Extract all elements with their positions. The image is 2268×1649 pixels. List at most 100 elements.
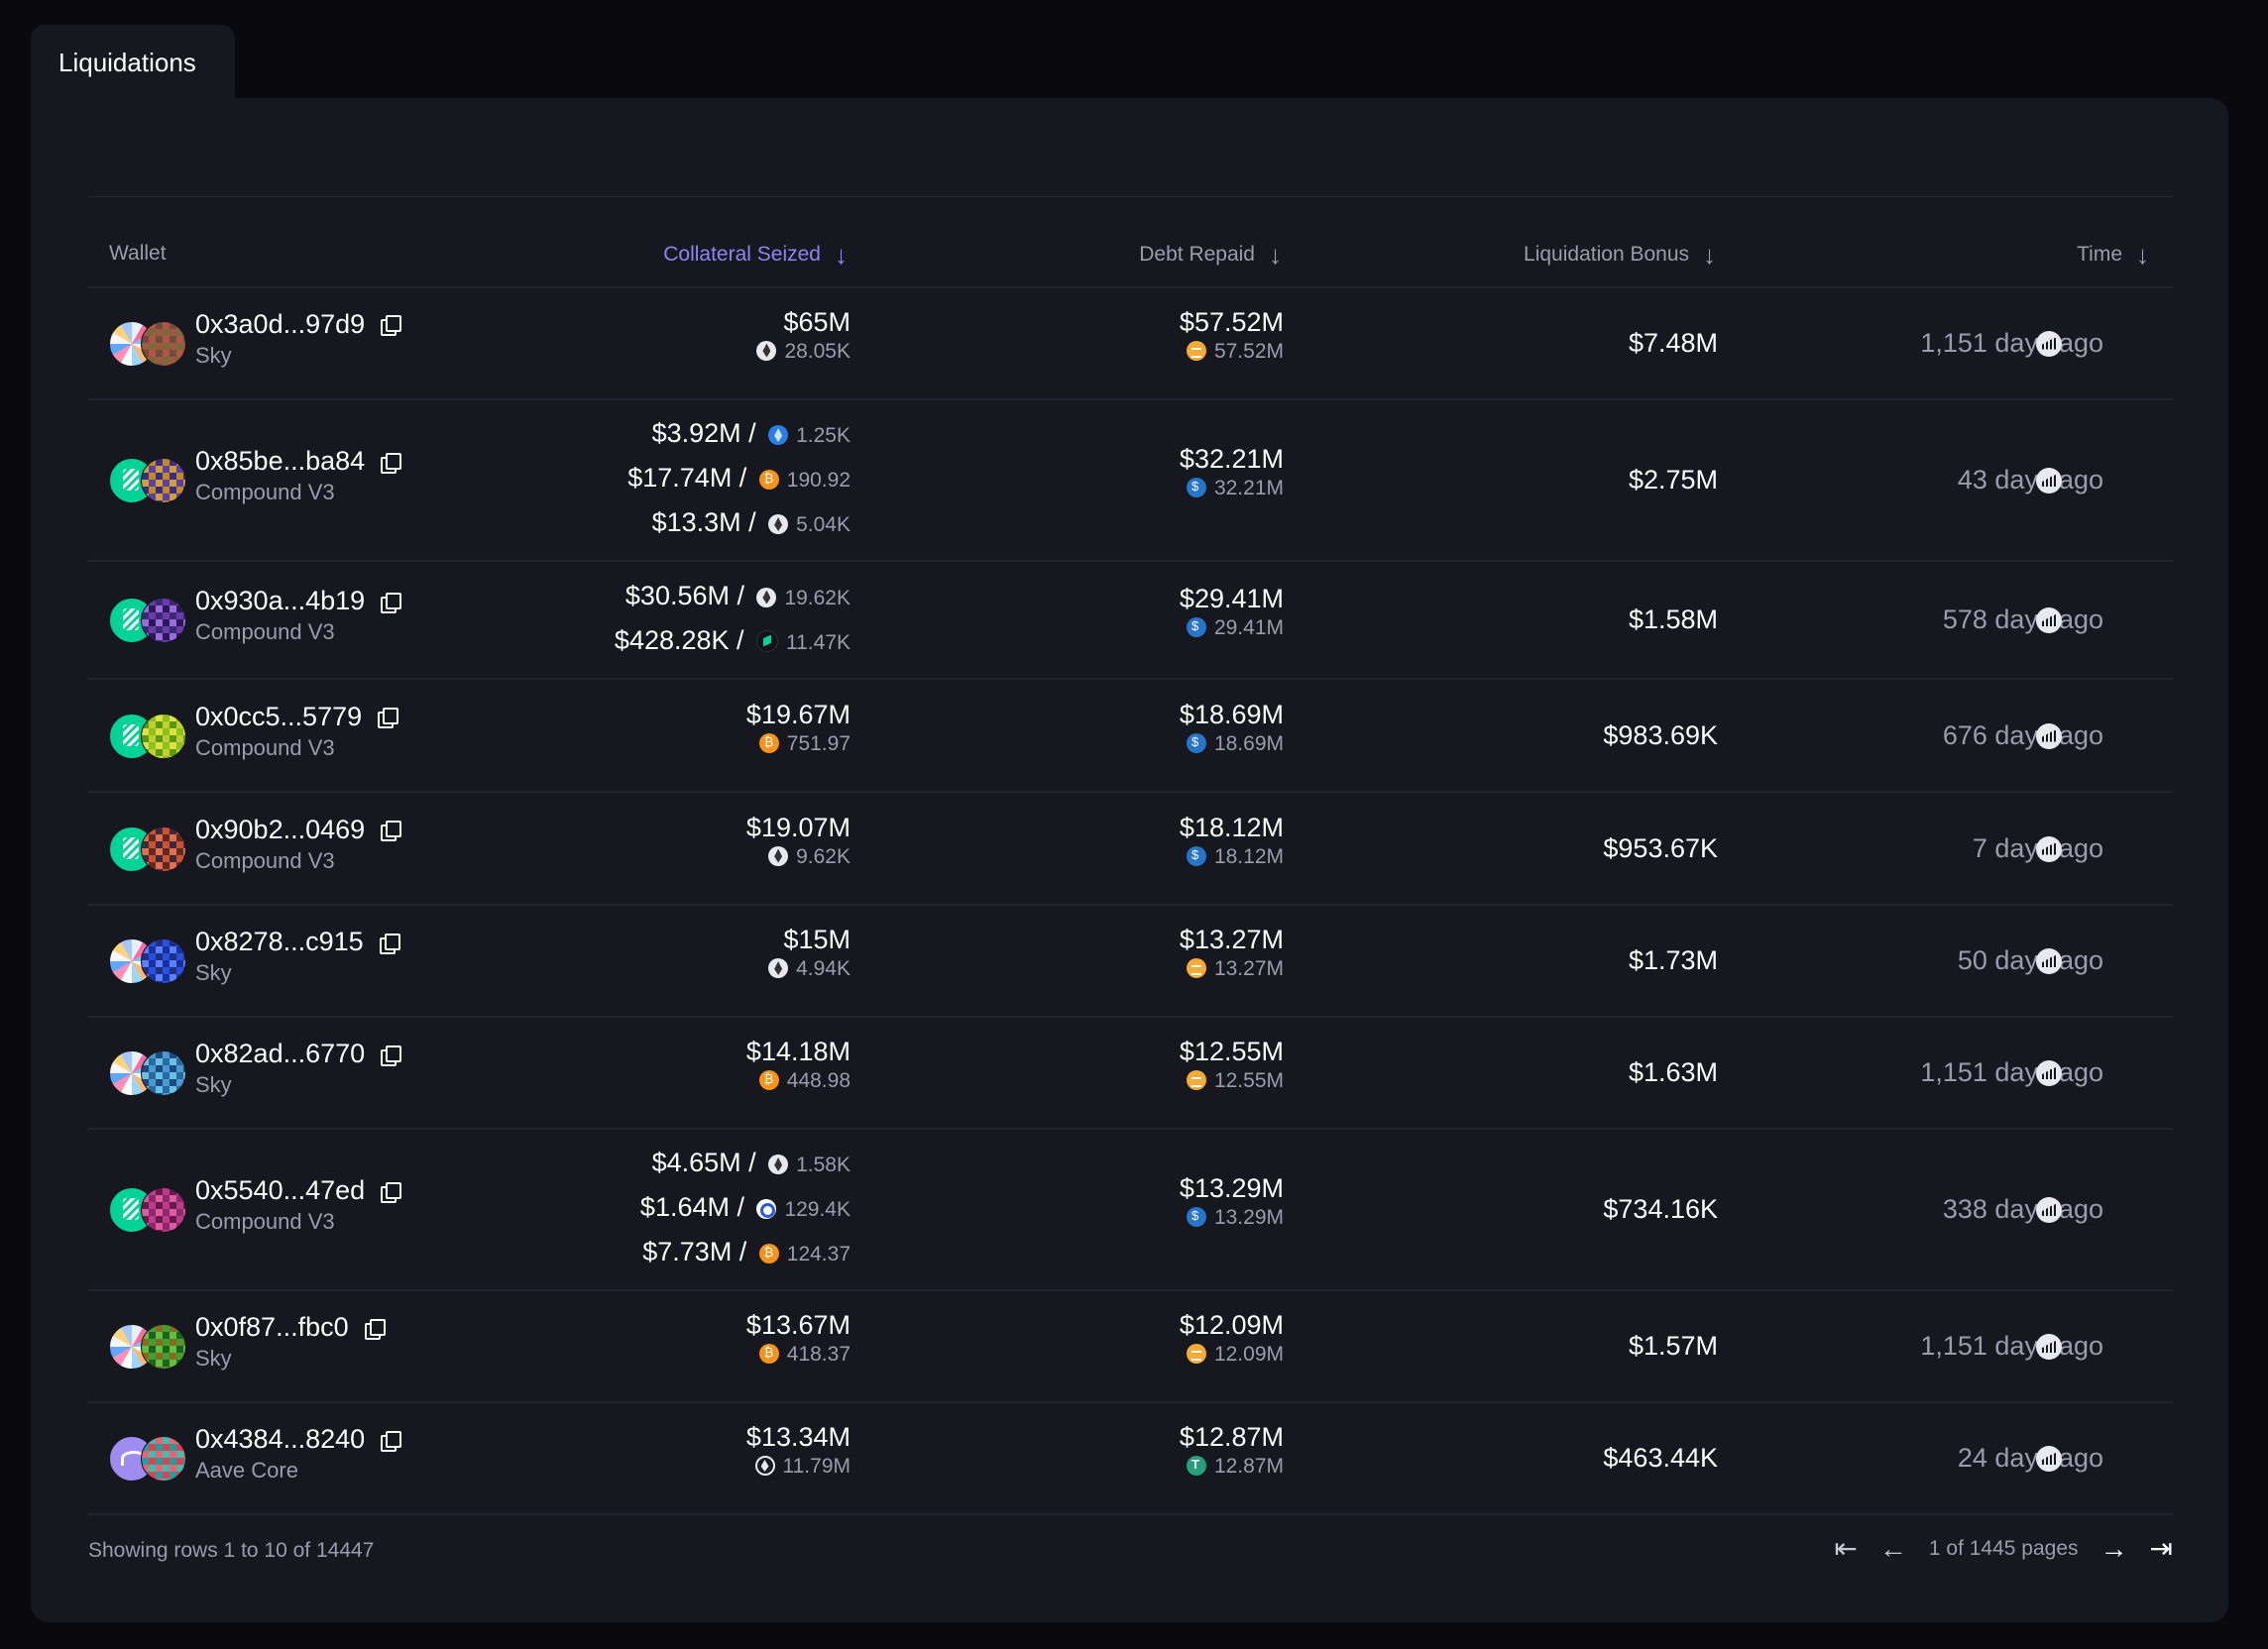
eth-icon	[768, 845, 789, 866]
table-row[interactable]	[88, 400, 2173, 561]
wallet-address[interactable]: 0x930a...4b19	[195, 586, 402, 616]
collateral-usd: $19.07M	[745, 812, 850, 842]
wallet-address[interactable]: 0x0f87...fbc0	[195, 1312, 386, 1343]
collateral-line: $13.3M / 5.04K	[652, 507, 850, 538]
header-collateral-seized[interactable]: Collateral Seized ↓	[663, 240, 848, 270]
explorer-link-icon[interactable]	[2036, 1197, 2062, 1223]
next-page-icon[interactable]: →	[2099, 1533, 2128, 1564]
wallet-address[interactable]: 0x82ad...6770	[195, 1039, 402, 1069]
copy-icon[interactable]	[378, 708, 399, 728]
liquidation-bonus: $1.57M	[1628, 1331, 1718, 1361]
wallet-avatars	[109, 320, 188, 367]
explorer-link-icon[interactable]	[2036, 948, 2062, 974]
table-row[interactable]	[88, 1291, 2173, 1402]
time-ago: 1,151 days ago	[1920, 1057, 2103, 1087]
debt-cell: $12.87M 12.87M	[1180, 1422, 1284, 1479]
collateral-amount: 5.04K	[796, 513, 850, 536]
header-liquidation-bonus[interactable]: Liquidation Bonus ↓	[1524, 240, 1716, 270]
debt-cell: $13.27M 13.27M	[1180, 925, 1284, 981]
usdc-icon	[1186, 478, 1206, 497]
wallet-address-text[interactable]: 0x8278...c915	[195, 927, 364, 956]
prev-page-icon[interactable]: ←	[1878, 1533, 1907, 1564]
copy-icon[interactable]	[381, 452, 402, 474]
wallet-address-text[interactable]: 0x4384...8240	[195, 1424, 366, 1454]
header-divider	[88, 286, 2173, 288]
copy-icon[interactable]	[381, 821, 402, 841]
debt-usd: $12.87M	[1179, 1422, 1284, 1452]
liquidation-bonus: $1.58M	[1628, 605, 1718, 634]
collateral-usd: $15M	[783, 925, 850, 954]
copy-icon[interactable]	[381, 592, 402, 613]
table-row[interactable]	[88, 1130, 2173, 1290]
explorer-link-icon[interactable]	[2036, 468, 2062, 494]
copy-icon[interactable]	[364, 1318, 386, 1340]
copy-icon[interactable]	[381, 1181, 402, 1203]
copy-icon[interactable]	[381, 315, 402, 336]
eth-icon	[768, 958, 789, 978]
wallet-address-text[interactable]: 0x85be...ba84	[195, 446, 366, 476]
wallet-address[interactable]: 0x0cc5...5779	[195, 701, 399, 732]
sort-arrow-icon: ↓	[2136, 240, 2149, 270]
table-row[interactable]	[88, 680, 2173, 792]
usdc-icon	[1186, 617, 1206, 637]
header-time[interactable]: Time ↓	[2077, 240, 2149, 270]
wallet-address-text[interactable]: 0x90b2...0469	[195, 814, 366, 844]
collateral-cell: $13.34M 11.79M	[746, 1422, 850, 1479]
first-page-icon[interactable]: ⇤	[1834, 1533, 1858, 1564]
table-row[interactable]	[88, 906, 2173, 1017]
explorer-link-icon[interactable]	[2036, 1446, 2062, 1472]
link-icon	[756, 1199, 777, 1219]
table-row[interactable]	[88, 1018, 2173, 1129]
debt-amount: 57.52M	[1213, 339, 1284, 363]
collateral-usd: $19.67M	[745, 699, 850, 729]
collateral-amount: 9.62K	[796, 844, 850, 868]
explorer-link-icon[interactable]	[2036, 1060, 2062, 1086]
wallet-address[interactable]: 0x3a0d...97d9	[195, 308, 402, 340]
collateral-cell: $14.18M 448.98	[746, 1037, 850, 1093]
collateral-cell: $19.07M 9.62K	[746, 813, 850, 869]
last-page-icon[interactable]: ⇥	[2149, 1533, 2173, 1564]
row-divider	[88, 1401, 2173, 1403]
wallet-address[interactable]: 0x4384...8240	[195, 1424, 402, 1455]
wallet-address[interactable]: 0x8278...c915	[195, 927, 400, 957]
table-row[interactable]	[88, 1403, 2173, 1514]
liquidation-bonus: $463.44K	[1603, 1443, 1718, 1473]
wallet-address[interactable]: 0x5540...47ed	[195, 1175, 402, 1206]
collateral-line: $428.28K / 11.47K	[615, 625, 850, 656]
usdt-icon	[1186, 1456, 1206, 1476]
wallet-address-text[interactable]: 0x3a0d...97d9	[195, 308, 366, 339]
table-row[interactable]	[88, 793, 2173, 905]
explorer-link-icon[interactable]	[2036, 722, 2062, 749]
header-debt-repaid[interactable]: Debt Repaid ↓	[1139, 240, 1282, 270]
table-row[interactable]	[88, 287, 2173, 399]
time-ago: 24 days ago	[1957, 1443, 2103, 1473]
collateral-amount: 11.47K	[786, 630, 850, 654]
dai-icon	[1186, 1344, 1206, 1364]
wallet-address[interactable]: 0x90b2...0469	[195, 814, 402, 845]
wallet-address-text[interactable]: 0x930a...4b19	[195, 586, 366, 615]
liquidation-bonus: $1.73M	[1628, 945, 1718, 975]
wallet-avatar	[141, 1050, 186, 1096]
protocol-name: Compound V3	[195, 734, 335, 760]
wallet-avatar	[141, 598, 186, 643]
table-row[interactable]	[88, 562, 2173, 679]
wallet-avatar	[141, 320, 186, 367]
tab-liquidations[interactable]: Liquidations	[31, 25, 235, 99]
debt-cell: $18.69M 18.69M	[1180, 700, 1284, 756]
copy-icon[interactable]	[381, 1044, 402, 1066]
wallet-address-text[interactable]: 0x5540...47ed	[195, 1175, 366, 1205]
collateral-usd: $17.74M /	[627, 463, 747, 493]
explorer-link-icon[interactable]	[2036, 835, 2062, 862]
protocol-name: Compound V3	[195, 619, 335, 644]
wallet-address-text[interactable]: 0x82ad...6770	[195, 1039, 366, 1068]
wallet-address-text[interactable]: 0x0cc5...5779	[195, 701, 363, 731]
explorer-link-icon[interactable]	[2036, 607, 2062, 633]
debt-amount: 12.87M	[1213, 1455, 1284, 1478]
copy-icon[interactable]	[379, 933, 400, 954]
explorer-link-icon[interactable]	[2036, 1334, 2062, 1360]
explorer-link-icon[interactable]	[2036, 330, 2062, 357]
wallet-address-text[interactable]: 0x0f87...fbc0	[195, 1312, 349, 1342]
copy-icon[interactable]	[381, 1430, 402, 1452]
wallet-address[interactable]: 0x85be...ba84	[195, 446, 402, 477]
liquidation-bonus: $734.16K	[1603, 1194, 1718, 1224]
